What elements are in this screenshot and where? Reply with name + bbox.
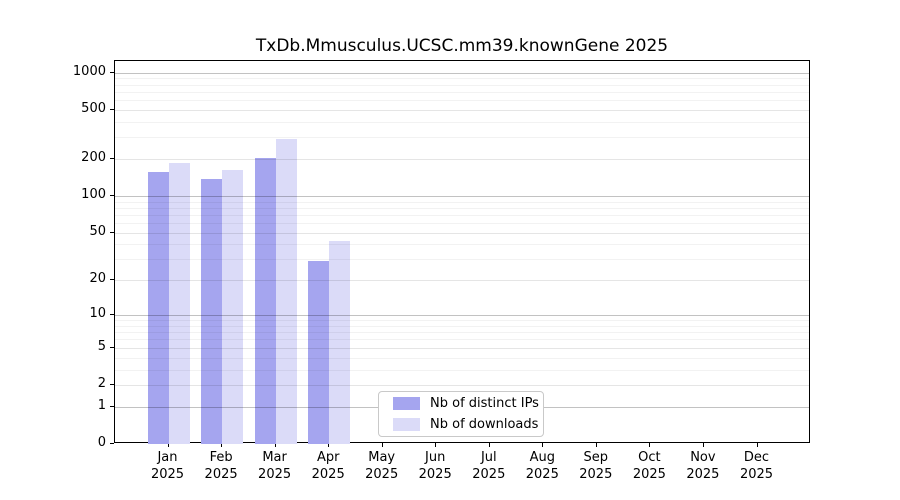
- y-tick-mark: [110, 405, 114, 407]
- major-gridline: [115, 72, 809, 74]
- legend-item-distinct-ips: Nb of distinct IPs: [393, 395, 543, 412]
- x-tick-label: Aug 2025: [525, 450, 559, 482]
- plot-area: [114, 60, 810, 444]
- y-tick-label: 5: [97, 338, 106, 354]
- y-tick-label: 0: [97, 435, 106, 450]
- y-tick-label: 1: [97, 397, 106, 413]
- bar-downloads: [329, 240, 351, 444]
- minor-gridline: [115, 357, 809, 359]
- major-gridline: [115, 280, 809, 282]
- y-tick-mark: [110, 71, 114, 73]
- x-tick-mark: [381, 443, 383, 447]
- minor-gridline: [115, 339, 809, 341]
- minor-gridline: [115, 121, 809, 123]
- legend: Nb of distinct IPs Nb of downloads: [378, 391, 544, 437]
- minor-gridline: [115, 214, 809, 216]
- x-tick-mark: [649, 443, 651, 447]
- x-tick-mark: [542, 443, 544, 447]
- minor-gridline: [115, 259, 809, 261]
- y-tick-label: 100: [81, 186, 106, 202]
- x-tick-label: Nov 2025: [686, 450, 720, 482]
- minor-gridline: [115, 244, 809, 246]
- bar-downloads: [275, 138, 297, 444]
- y-tick-mark: [110, 194, 114, 196]
- x-tick-label: May 2025: [365, 450, 399, 482]
- bar-distinct-ips: [201, 179, 223, 444]
- major-gridline: [115, 158, 809, 160]
- bars-layer: [115, 61, 809, 444]
- x-tick-mark: [595, 443, 597, 447]
- y-tick-mark: [110, 383, 114, 385]
- bar-distinct-ips: [308, 261, 330, 444]
- major-gridline: [115, 347, 809, 349]
- y-tick-label: 200: [81, 149, 106, 165]
- x-tick-label: Dec 2025: [739, 450, 774, 482]
- x-tick-label: Jul 2025: [472, 450, 506, 482]
- major-gridline: [115, 195, 809, 197]
- minor-gridline: [115, 325, 809, 327]
- minor-gridline: [115, 201, 809, 203]
- x-tick-label: Mar 2025: [258, 450, 292, 482]
- minor-gridline: [115, 332, 809, 334]
- y-tick-label: 50: [89, 223, 106, 239]
- x-tick-mark: [488, 443, 490, 447]
- x-tick-mark: [221, 443, 223, 447]
- minor-gridline: [115, 369, 809, 371]
- x-tick-mark: [274, 443, 276, 447]
- gridlines-layer: [115, 61, 809, 442]
- minor-gridline: [115, 207, 809, 209]
- downloads-swatch-icon: [393, 418, 420, 431]
- y-tick-mark: [110, 279, 114, 281]
- y-tick-mark: [110, 346, 114, 348]
- major-gridline: [115, 384, 809, 386]
- legend-label-downloads: Nb of downloads: [430, 417, 539, 432]
- minor-gridline: [115, 137, 809, 139]
- chart-title: TxDb.Mmusculus.UCSC.mm39.knownGene 2025: [255, 36, 669, 56]
- x-tick-mark: [328, 443, 330, 447]
- minor-gridline: [115, 78, 809, 80]
- major-gridline: [115, 109, 809, 111]
- bar-distinct-ips: [254, 157, 276, 444]
- bar-downloads: [222, 170, 244, 444]
- x-tick-label: Apr 2025: [311, 450, 345, 482]
- x-tick-mark: [167, 443, 169, 447]
- legend-item-downloads: Nb of downloads: [393, 416, 543, 433]
- y-tick-mark: [110, 231, 114, 233]
- x-tick-label: Jan 2025: [150, 450, 185, 482]
- bar-downloads: [168, 162, 190, 444]
- x-tick-label: Oct 2025: [632, 450, 666, 482]
- major-gridline: [115, 232, 809, 234]
- y-tick-label: 2: [97, 375, 106, 391]
- y-tick-mark: [110, 157, 114, 159]
- minor-gridline: [115, 100, 809, 101]
- y-tick-label: 500: [81, 100, 106, 116]
- y-tick-mark: [110, 314, 114, 316]
- x-tick-mark: [435, 443, 437, 447]
- x-tick-mark: [756, 443, 758, 447]
- distinct-ips-swatch-icon: [393, 397, 420, 410]
- minor-gridline: [115, 84, 809, 86]
- bar-distinct-ips: [147, 171, 169, 444]
- minor-gridline: [115, 223, 809, 224]
- x-tick-mark: [702, 443, 704, 447]
- minor-gridline: [115, 91, 809, 93]
- x-tick-label: Feb 2025: [204, 450, 238, 482]
- y-tick-mark: [110, 108, 114, 110]
- y-tick-label: 20: [89, 271, 106, 287]
- y-tick-mark: [110, 443, 114, 444]
- x-tick-label: Jun 2025: [418, 450, 452, 482]
- y-tick-label: 1000: [72, 63, 106, 79]
- y-tick-label: 10: [89, 306, 106, 322]
- legend-label-distinct-ips: Nb of distinct IPs: [430, 396, 539, 411]
- x-tick-label: Sep 2025: [579, 450, 613, 482]
- major-gridline: [115, 315, 809, 317]
- minor-gridline: [115, 320, 809, 322]
